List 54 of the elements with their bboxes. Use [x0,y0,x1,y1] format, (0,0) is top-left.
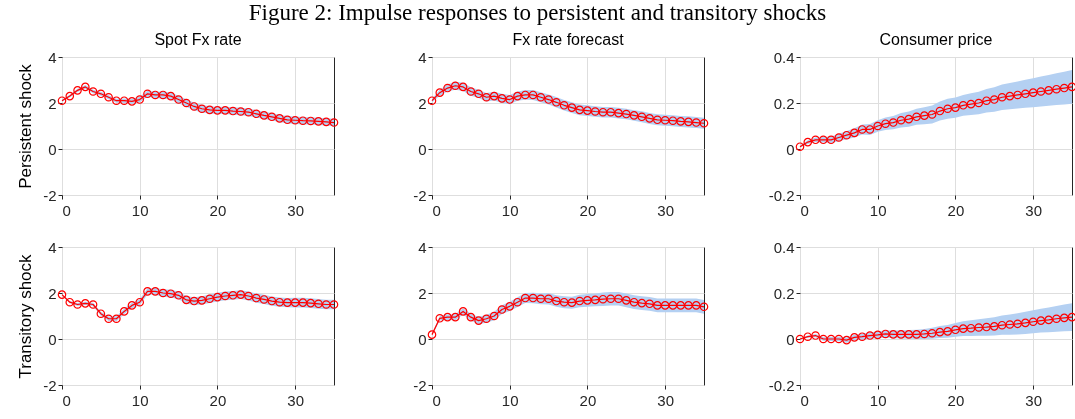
chart-title: Fx rate forecast [512,31,625,48]
x-tick-label: 10 [131,391,149,409]
y-tick-label: 2 [48,284,57,302]
y-tick-label: 0.2 [773,94,795,112]
y-axis-title: Persistent shock [16,63,36,189]
y-tick-label: -0.2 [768,376,795,394]
y-tick-label: 4 [48,238,57,256]
x-tick-label: 30 [1025,391,1042,409]
x-tick-label: 0 [800,391,809,409]
y-tick-label: -2 [413,376,427,394]
x-tick-label: 20 [579,201,597,219]
y-tick-label: 0 [786,330,795,348]
y-tick-label: 2 [418,284,427,302]
x-tick-label: 10 [501,201,519,219]
y-tick-label: 4 [418,48,427,66]
y-tick-label: 0.4 [773,238,795,256]
x-tick-label: 30 [287,391,304,409]
y-tick-label: 2 [48,94,57,112]
y-tick-label: 0 [48,330,57,348]
x-tick-label: 20 [209,391,227,409]
y-tick-label: 0 [48,140,57,158]
x-tick-label: 30 [657,201,674,219]
x-tick-label: 30 [287,201,304,219]
y-tick-label: -0.2 [768,186,795,204]
x-tick-label: 10 [501,391,519,409]
x-tick-label: 10 [869,201,887,219]
x-tick-label: 30 [1025,201,1042,219]
chart-title: Spot Fx rate [154,31,242,48]
x-tick-label: 30 [657,391,674,409]
y-tick-label: 2 [418,94,427,112]
y-tick-label: 0.2 [773,284,795,302]
x-tick-label: 10 [869,391,887,409]
y-tick-label: 0.4 [773,48,795,66]
x-tick-label: 20 [947,201,965,219]
caption: Figure 2: Impulse responses to persistent and transitory shocks [247,0,828,26]
x-tick-label: 10 [131,201,149,219]
x-tick-label: 20 [579,391,597,409]
y-axis-title: Transitory shock [16,253,36,379]
x-tick-label: 20 [209,201,227,219]
x-tick-label: 0 [62,391,71,409]
y-tick-label: 0 [418,140,427,158]
y-tick-label: -2 [43,376,57,394]
x-tick-label: 0 [800,201,809,219]
x-tick-label: 0 [432,391,441,409]
y-tick-label: 4 [48,48,57,66]
y-tick-label: -2 [43,186,57,204]
x-tick-label: 20 [947,391,965,409]
chart-title: Consumer price [879,31,993,48]
x-tick-label: 0 [432,201,441,219]
y-tick-label: 0 [786,140,795,158]
y-tick-label: 4 [418,238,427,256]
y-tick-label: -2 [413,186,427,204]
x-tick-label: 0 [62,201,71,219]
y-tick-label: 0 [418,330,427,348]
